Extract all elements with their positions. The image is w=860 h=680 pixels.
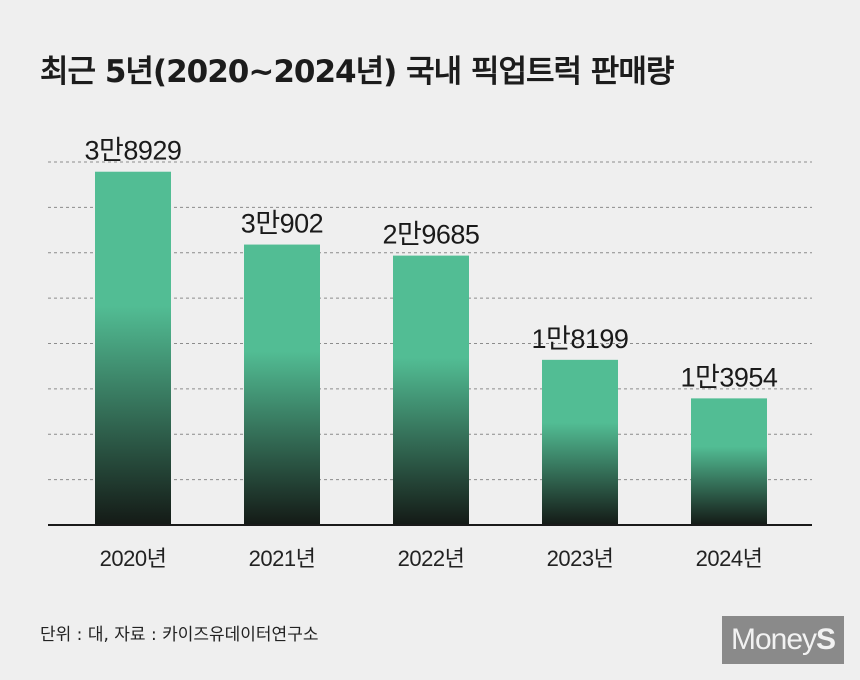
- bar-2: [244, 244, 320, 526]
- bar-1: [95, 171, 171, 525]
- x-tick-labels: 2020년 2021년 2022년 2023년 2024년: [100, 546, 763, 571]
- x-tick-label: 2022년: [398, 546, 465, 571]
- bar-value-label: 2만9685: [383, 220, 480, 250]
- bar-value-label: 1만8199: [532, 324, 629, 354]
- source-note: 단위 : 대, 자료 : 카이즈유데이터연구소: [40, 625, 319, 645]
- logo-accent: S: [816, 623, 836, 656]
- moneys-logo: MoneyS: [722, 616, 844, 664]
- grid-lines: [48, 161, 812, 481]
- bar-value-label: 3만8929: [85, 136, 182, 166]
- x-tick-label: 2024년: [696, 546, 763, 571]
- value-labels: 3만8929 3만902 2만9685 1만8199 1만3954: [85, 136, 779, 393]
- bar-3: [393, 255, 469, 525]
- bar-5: [691, 398, 767, 525]
- logo-text: Money: [730, 623, 817, 656]
- x-tick-label: 2020년: [100, 546, 167, 571]
- bar-4: [542, 359, 618, 525]
- x-tick-label: 2023년: [547, 546, 614, 571]
- bars: [95, 171, 767, 526]
- x-tick-label: 2021년: [249, 546, 316, 571]
- chart-title: 최근 5년(2020~2024년) 국내 픽업트럭 판매량: [40, 54, 674, 90]
- bar-value-label: 3만902: [241, 209, 323, 239]
- bar-value-label: 1만3954: [681, 362, 778, 392]
